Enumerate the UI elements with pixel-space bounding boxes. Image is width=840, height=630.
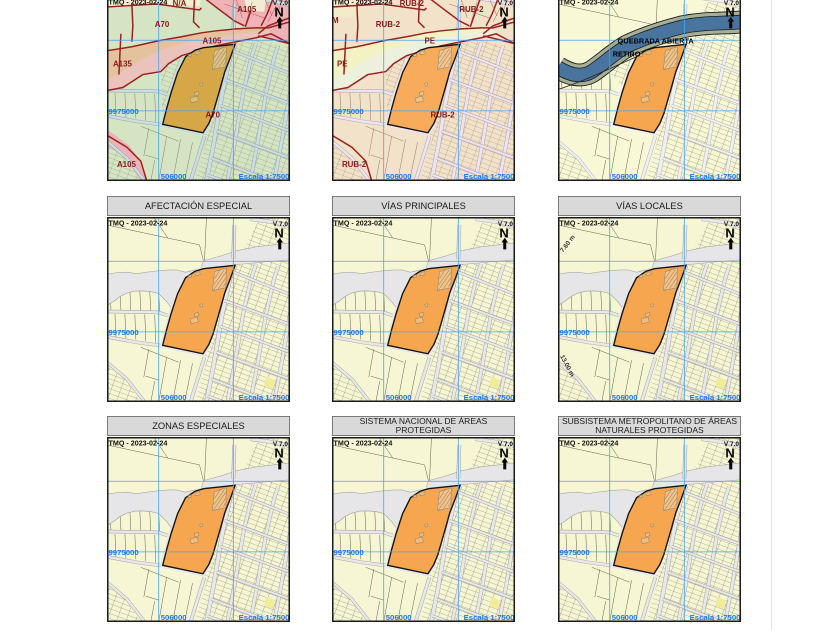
svg-text:N: N <box>725 4 734 19</box>
svg-text:9975000: 9975000 <box>108 548 138 557</box>
svg-text:N: N <box>274 4 283 19</box>
svg-text:506000: 506000 <box>612 172 638 181</box>
svg-text:N: N <box>725 225 734 240</box>
svg-text:RUB-2: RUB-2 <box>430 110 455 119</box>
svg-text:TMQ - 2023-02-24: TMQ - 2023-02-24 <box>559 0 618 6</box>
svg-text:A105: A105 <box>237 5 257 14</box>
svg-text:Escala 1:7500: Escala 1:7500 <box>464 172 515 181</box>
svg-text:RUB-2: RUB-2 <box>400 0 425 8</box>
svg-text:RUB-2: RUB-2 <box>342 160 367 169</box>
svg-text:A135: A135 <box>113 60 133 69</box>
svg-text:N: N <box>499 445 508 460</box>
svg-text:V 7.0: V 7.0 <box>273 220 288 227</box>
svg-text:Escala 1:7500: Escala 1:7500 <box>464 613 515 622</box>
svg-text:506000: 506000 <box>161 613 187 622</box>
svg-text:506000: 506000 <box>161 172 187 181</box>
svg-text:N: N <box>499 225 508 240</box>
svg-text:9975000: 9975000 <box>333 548 363 557</box>
svg-text:M: M <box>332 16 339 25</box>
svg-text:Escala 1:7500: Escala 1:7500 <box>239 172 290 181</box>
svg-text:N: N <box>274 225 283 240</box>
svg-text:V 7.0: V 7.0 <box>724 220 739 227</box>
svg-text:N: N <box>725 445 734 460</box>
svg-text:V 7.0: V 7.0 <box>273 441 288 448</box>
svg-text:PE: PE <box>337 60 348 69</box>
svg-text:Escala 1:7500: Escala 1:7500 <box>690 172 741 181</box>
svg-text:506000: 506000 <box>161 393 187 402</box>
svg-text:506000: 506000 <box>386 393 412 402</box>
svg-text:A70: A70 <box>205 110 220 119</box>
svg-text:N/A: N/A <box>173 0 187 8</box>
svg-text:Escala 1:7500: Escala 1:7500 <box>690 613 741 622</box>
svg-text:506000: 506000 <box>612 613 638 622</box>
svg-text:Escala 1:7500: Escala 1:7500 <box>239 393 290 402</box>
svg-text:V 7.0: V 7.0 <box>724 0 739 7</box>
svg-text:RETIRO: RETIRO <box>613 50 641 59</box>
svg-text:Escala 1:7500: Escala 1:7500 <box>464 393 515 402</box>
svg-text:PE: PE <box>424 37 435 46</box>
svg-text:TMQ - 2023-02-24: TMQ - 2023-02-24 <box>333 219 392 227</box>
svg-text:Escala 1:7500: Escala 1:7500 <box>690 393 741 402</box>
svg-text:506000: 506000 <box>612 393 638 402</box>
svg-text:506000: 506000 <box>386 172 412 181</box>
svg-text:9975000: 9975000 <box>559 548 589 557</box>
svg-text:9975000: 9975000 <box>559 327 589 336</box>
svg-text:V 7.0: V 7.0 <box>724 441 739 448</box>
svg-text:9975000: 9975000 <box>108 327 138 336</box>
svg-text:TMQ - 2023-02-24: TMQ - 2023-02-24 <box>559 219 618 227</box>
svg-text:A105: A105 <box>202 37 222 46</box>
svg-text:506000: 506000 <box>386 613 412 622</box>
svg-text:9975000: 9975000 <box>559 107 589 116</box>
svg-text:9975000: 9975000 <box>108 107 138 116</box>
svg-text:A70: A70 <box>155 20 170 29</box>
svg-text:Escala 1:7500: Escala 1:7500 <box>239 613 290 622</box>
svg-text:N: N <box>274 445 283 460</box>
svg-text:RUB-2: RUB-2 <box>459 5 484 14</box>
svg-text:TMQ - 2023-02-24: TMQ - 2023-02-24 <box>108 0 167 6</box>
svg-text:RUB-2: RUB-2 <box>376 20 401 29</box>
svg-text:QUEBRADA ABIERTA: QUEBRADA ABIERTA <box>618 37 695 46</box>
svg-text:V 7.0: V 7.0 <box>273 0 288 7</box>
svg-text:A105: A105 <box>117 160 137 169</box>
svg-text:9975000: 9975000 <box>333 107 363 116</box>
svg-text:TMQ - 2023-02-24: TMQ - 2023-02-24 <box>108 439 167 447</box>
svg-text:V 7.0: V 7.0 <box>498 0 513 7</box>
svg-text:TMQ - 2023-02-24: TMQ - 2023-02-24 <box>108 219 167 227</box>
svg-text:9975000: 9975000 <box>333 327 363 336</box>
svg-text:V 7.0: V 7.0 <box>498 220 513 227</box>
svg-text:TMQ - 2023-02-24: TMQ - 2023-02-24 <box>559 439 618 447</box>
svg-text:V 7.0: V 7.0 <box>498 441 513 448</box>
svg-text:TMQ - 2023-02-24: TMQ - 2023-02-24 <box>333 439 392 447</box>
svg-text:TMQ - 2023-02-24: TMQ - 2023-02-24 <box>333 0 392 6</box>
svg-text:N: N <box>499 4 508 19</box>
